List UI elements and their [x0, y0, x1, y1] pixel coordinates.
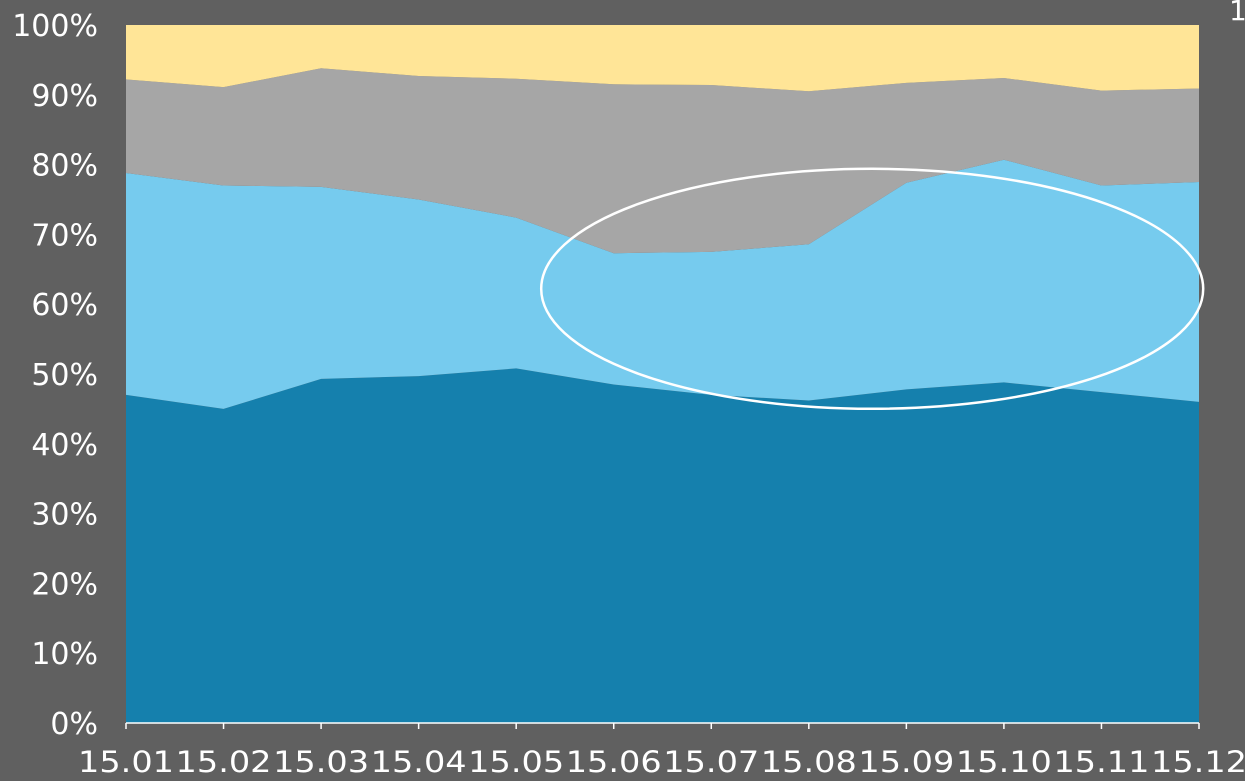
x-tick-label: 15.04 — [371, 745, 467, 779]
y-axis: 0% 10% 20% 30% 40% 50% 60% 70% 80% 90% 100% — [12, 9, 98, 742]
y-tick-label: 100% — [12, 9, 98, 44]
x-tick-label: 15.10 — [956, 745, 1052, 779]
x-tick-label: 15.08 — [761, 745, 857, 779]
x-axis: 15.01 15.02 15.03 15.04 15.05 15.06 15.07 15.08… — [78, 722, 1245, 779]
y-tick-label: 30% — [31, 498, 98, 533]
highlight-ellipse — [539, 167, 1205, 411]
x-tick-label: 15.05 — [468, 745, 564, 779]
area-series-1 — [126, 368, 1199, 723]
x-tick-label: 15.09 — [858, 745, 954, 779]
y-tick-label: 50% — [31, 358, 98, 393]
y-tick-label: 80% — [31, 149, 98, 184]
y-tick-label: 40% — [31, 428, 98, 463]
x-tick-label: 15.06 — [566, 745, 662, 779]
y-tick-label: 90% — [31, 79, 98, 114]
area-series-3 — [126, 68, 1199, 254]
y-tick-label: 60% — [31, 288, 98, 323]
y-tick-label: 0% — [50, 707, 98, 742]
x-tick-label: 15.03 — [273, 745, 369, 779]
y-tick-label: 70% — [31, 218, 98, 253]
corner-text: 1 — [1229, 0, 1245, 27]
y-tick-label: 20% — [31, 567, 98, 602]
area-series-4 — [126, 25, 1199, 92]
x-tick-label: 15.01 — [78, 745, 174, 779]
y-tick-label: 10% — [31, 637, 98, 672]
x-tick-label: 15.11 — [1053, 745, 1149, 779]
x-tick-label: 15.12 — [1151, 745, 1245, 779]
x-tick-label: 15.07 — [663, 745, 759, 779]
area-series-group — [126, 25, 1199, 723]
x-tick-label: 15.02 — [176, 745, 272, 779]
area-series-2 — [126, 159, 1199, 409]
